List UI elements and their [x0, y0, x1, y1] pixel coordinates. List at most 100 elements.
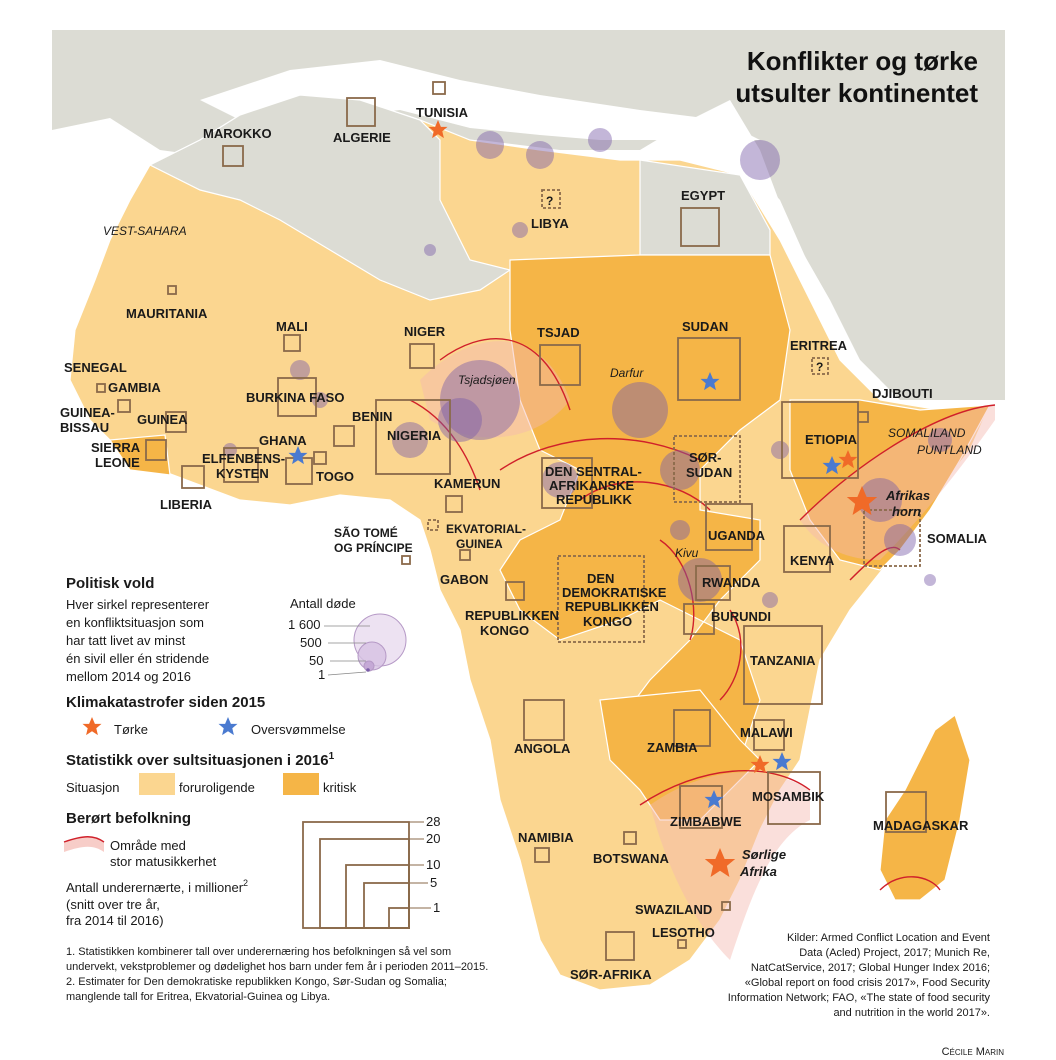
- insecurity-arc: [659, 539, 695, 641]
- square-lesotho: [677, 939, 687, 949]
- label-sierra-1: SIERRA: [91, 440, 141, 455]
- violence-cluster: [740, 140, 780, 180]
- square-burundi: [683, 603, 715, 635]
- label-malawi: MALAWI: [740, 725, 793, 740]
- label-mosambik: MOSAMBIK: [752, 789, 825, 804]
- label-rk-2: KONGO: [480, 623, 529, 638]
- legend-stats-sup: 1: [329, 751, 335, 762]
- square-sentral: [541, 457, 593, 509]
- label-etiopia: ETIOPIA: [805, 432, 858, 447]
- insecurity-zone-south: [650, 772, 810, 960]
- square-guinea-bissau: [117, 399, 131, 413]
- legend-stats-title: Statistikk over sultsituasjonen i 20161: [66, 751, 335, 769]
- violence-cluster: [223, 443, 237, 457]
- square-tunisia: [432, 81, 446, 95]
- source-line: «Global report on food crisis 2017», Foo…: [745, 977, 991, 989]
- insecurity-arc: [799, 404, 996, 521]
- square-mauritania: [167, 285, 177, 295]
- square-tsjad: [539, 344, 581, 386]
- square-rwanda: [695, 565, 731, 601]
- violence-cluster: [290, 360, 310, 380]
- label-egypt: EGYPT: [681, 188, 725, 203]
- legend-square-value: 5: [430, 875, 437, 890]
- violence-dots: [223, 128, 952, 608]
- label-senegal: SENEGAL: [64, 360, 127, 375]
- violence-cluster: [660, 450, 700, 490]
- label-mali: MALI: [276, 319, 308, 334]
- legend-leader: [327, 671, 367, 676]
- label-madagaskar: MADAGASKAR: [873, 818, 969, 833]
- label-zambia: ZAMBIA: [647, 740, 698, 755]
- source-line: NatCatService, 2017; Global Hunger Index…: [751, 962, 990, 974]
- square-sierra-leone: [145, 439, 167, 461]
- violence-cluster: [678, 558, 722, 602]
- undernourished-squares: [96, 81, 927, 961]
- violence-cluster: [762, 592, 778, 608]
- climate-stars: [288, 120, 878, 877]
- label-lesotho: LESOTHO: [652, 925, 715, 940]
- square-uganda: [705, 503, 753, 551]
- critical-horn: [789, 399, 992, 571]
- legend-worrying-swatch: [139, 773, 175, 795]
- square-nigeria: [375, 399, 451, 475]
- square-sorafrika: [605, 931, 635, 961]
- flood-star-icon: [218, 717, 238, 736]
- source-line: Data (Acled) Project, 2017; Munich Re,: [799, 947, 990, 959]
- square-drk: [557, 555, 645, 643]
- square-kamerun: [445, 495, 463, 513]
- square-libya: [541, 189, 561, 209]
- legend-square: [388, 907, 410, 929]
- legend-violence-text: Hver sirkel representerer: [66, 597, 210, 612]
- square-saotome: [401, 555, 411, 565]
- source-line: Information Network; FAO, «The state of …: [728, 992, 991, 1004]
- label-namibia: NAMIBIA: [518, 830, 574, 845]
- label-sorafrika: SØR-AFRIKA: [570, 967, 652, 982]
- flood-star-icon: [772, 752, 792, 771]
- legend-critical-swatch: [283, 773, 319, 795]
- violence-cluster: [928, 428, 952, 452]
- square-etiopia: [781, 401, 859, 479]
- label-south-1: Sørlige: [742, 847, 786, 862]
- insecurity-arc: [579, 481, 711, 511]
- critical-madagascar: [879, 714, 971, 901]
- square-benin: [333, 425, 355, 447]
- red-sea: [752, 170, 880, 380]
- label-mauritania: MAURITANIA: [126, 306, 208, 321]
- label-kamerun: KAMERUN: [434, 476, 500, 491]
- square-gambia: [96, 383, 106, 393]
- legend-under-1: Antall underernærte, i millioner2: [66, 878, 248, 895]
- flood-star-icon: [822, 456, 842, 475]
- square-tanzania: [743, 625, 823, 705]
- label-ekvatorial-2: GUINEA: [456, 537, 503, 551]
- label-sorsudan-1: SØR-: [689, 450, 722, 465]
- label-sentral-3: REPUBLIKK: [556, 492, 632, 507]
- square-egypt: [680, 207, 720, 247]
- label-marokko: MAROKKO: [203, 126, 272, 141]
- legend-deaths-value: 500: [300, 635, 322, 650]
- unknown-libya: ?: [546, 194, 553, 208]
- label-kivu: Kivu: [675, 546, 699, 560]
- label-djibouti: DJIBOUTI: [872, 386, 933, 401]
- violence-cluster: [476, 131, 504, 159]
- legend-climate-title: Klimakatastrofer siden 2015: [66, 694, 265, 711]
- square-eritrea: [811, 357, 829, 375]
- critical-zambia-zim: [599, 689, 761, 821]
- label-somaliland: SOMALILAND: [888, 426, 966, 440]
- label-somalia: SOMALIA: [927, 531, 988, 546]
- square-swaziland: [721, 901, 731, 911]
- legend-under-2: (snitt over tre år,: [66, 897, 160, 912]
- legend-drought: Tørke: [114, 722, 148, 737]
- legend-death-circle: [366, 668, 370, 672]
- legend-critical: kritisk: [323, 780, 357, 795]
- drought-star-icon: [838, 450, 858, 469]
- footnote-line: manglende tall for Eritrea, Ekvatorial-G…: [66, 991, 330, 1003]
- label-kenya: KENYA: [790, 553, 835, 568]
- square-malawi: [753, 719, 785, 751]
- square-somalia: [863, 509, 921, 567]
- label-tsjad: TSJAD: [537, 325, 580, 340]
- drought-star-icon: [704, 848, 736, 877]
- footnote-line: 2. Estimater for Den demokratiske republ…: [66, 976, 447, 988]
- label-elfenben-2: KYSTEN: [216, 466, 269, 481]
- label-gabon: GABON: [440, 572, 488, 587]
- legend-deaths-title: Antall døde: [290, 596, 356, 611]
